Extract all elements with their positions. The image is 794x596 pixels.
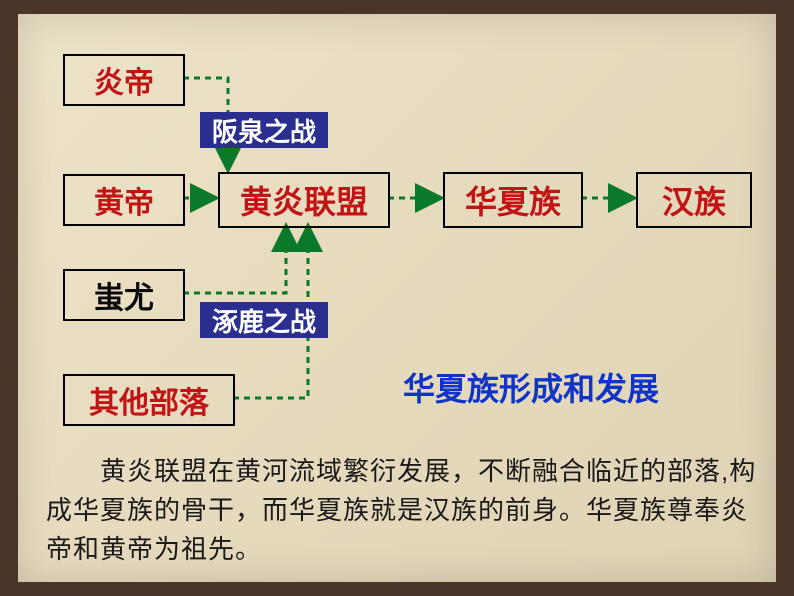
badge-banquan-label: 阪泉之战 [212, 112, 316, 149]
badge-zhuolu: 涿鹿之战 [200, 302, 328, 338]
subtitle: 华夏族形成和发展 [403, 364, 659, 410]
node-huaxia: 华夏族 [443, 172, 583, 228]
node-huaxia-label: 华夏族 [465, 177, 561, 223]
node-alliance: 黄炎联盟 [218, 172, 390, 228]
paragraph: 黄炎联盟在黄河流域繁衍发展，不断融合临近的部落,构成华夏族的骨干，而华夏族就是汉… [46, 452, 766, 569]
node-han-label: 汉族 [662, 177, 726, 223]
node-yandi-label: 炎帝 [94, 58, 154, 102]
node-yandi: 炎帝 [63, 54, 185, 106]
paper-background: 炎帝 黄帝 蚩尤 其他部落 黄炎联盟 华夏族 汉族 阪泉之战 涿鹿之战 华夏族形… [18, 14, 776, 582]
node-huangdi-label: 黄帝 [94, 178, 154, 222]
node-other-label: 其他部落 [89, 378, 209, 422]
node-alliance-label: 黄炎联盟 [240, 177, 368, 223]
arrow-chiyou-to-alliance [183, 228, 286, 293]
node-other: 其他部落 [63, 374, 235, 426]
node-huangdi: 黄帝 [63, 174, 185, 226]
badge-zhuolu-label: 涿鹿之战 [212, 302, 316, 339]
badge-banquan: 阪泉之战 [200, 112, 328, 148]
node-han: 汉族 [636, 172, 752, 228]
node-chiyou-label: 蚩尤 [94, 273, 154, 317]
node-chiyou: 蚩尤 [63, 269, 185, 321]
